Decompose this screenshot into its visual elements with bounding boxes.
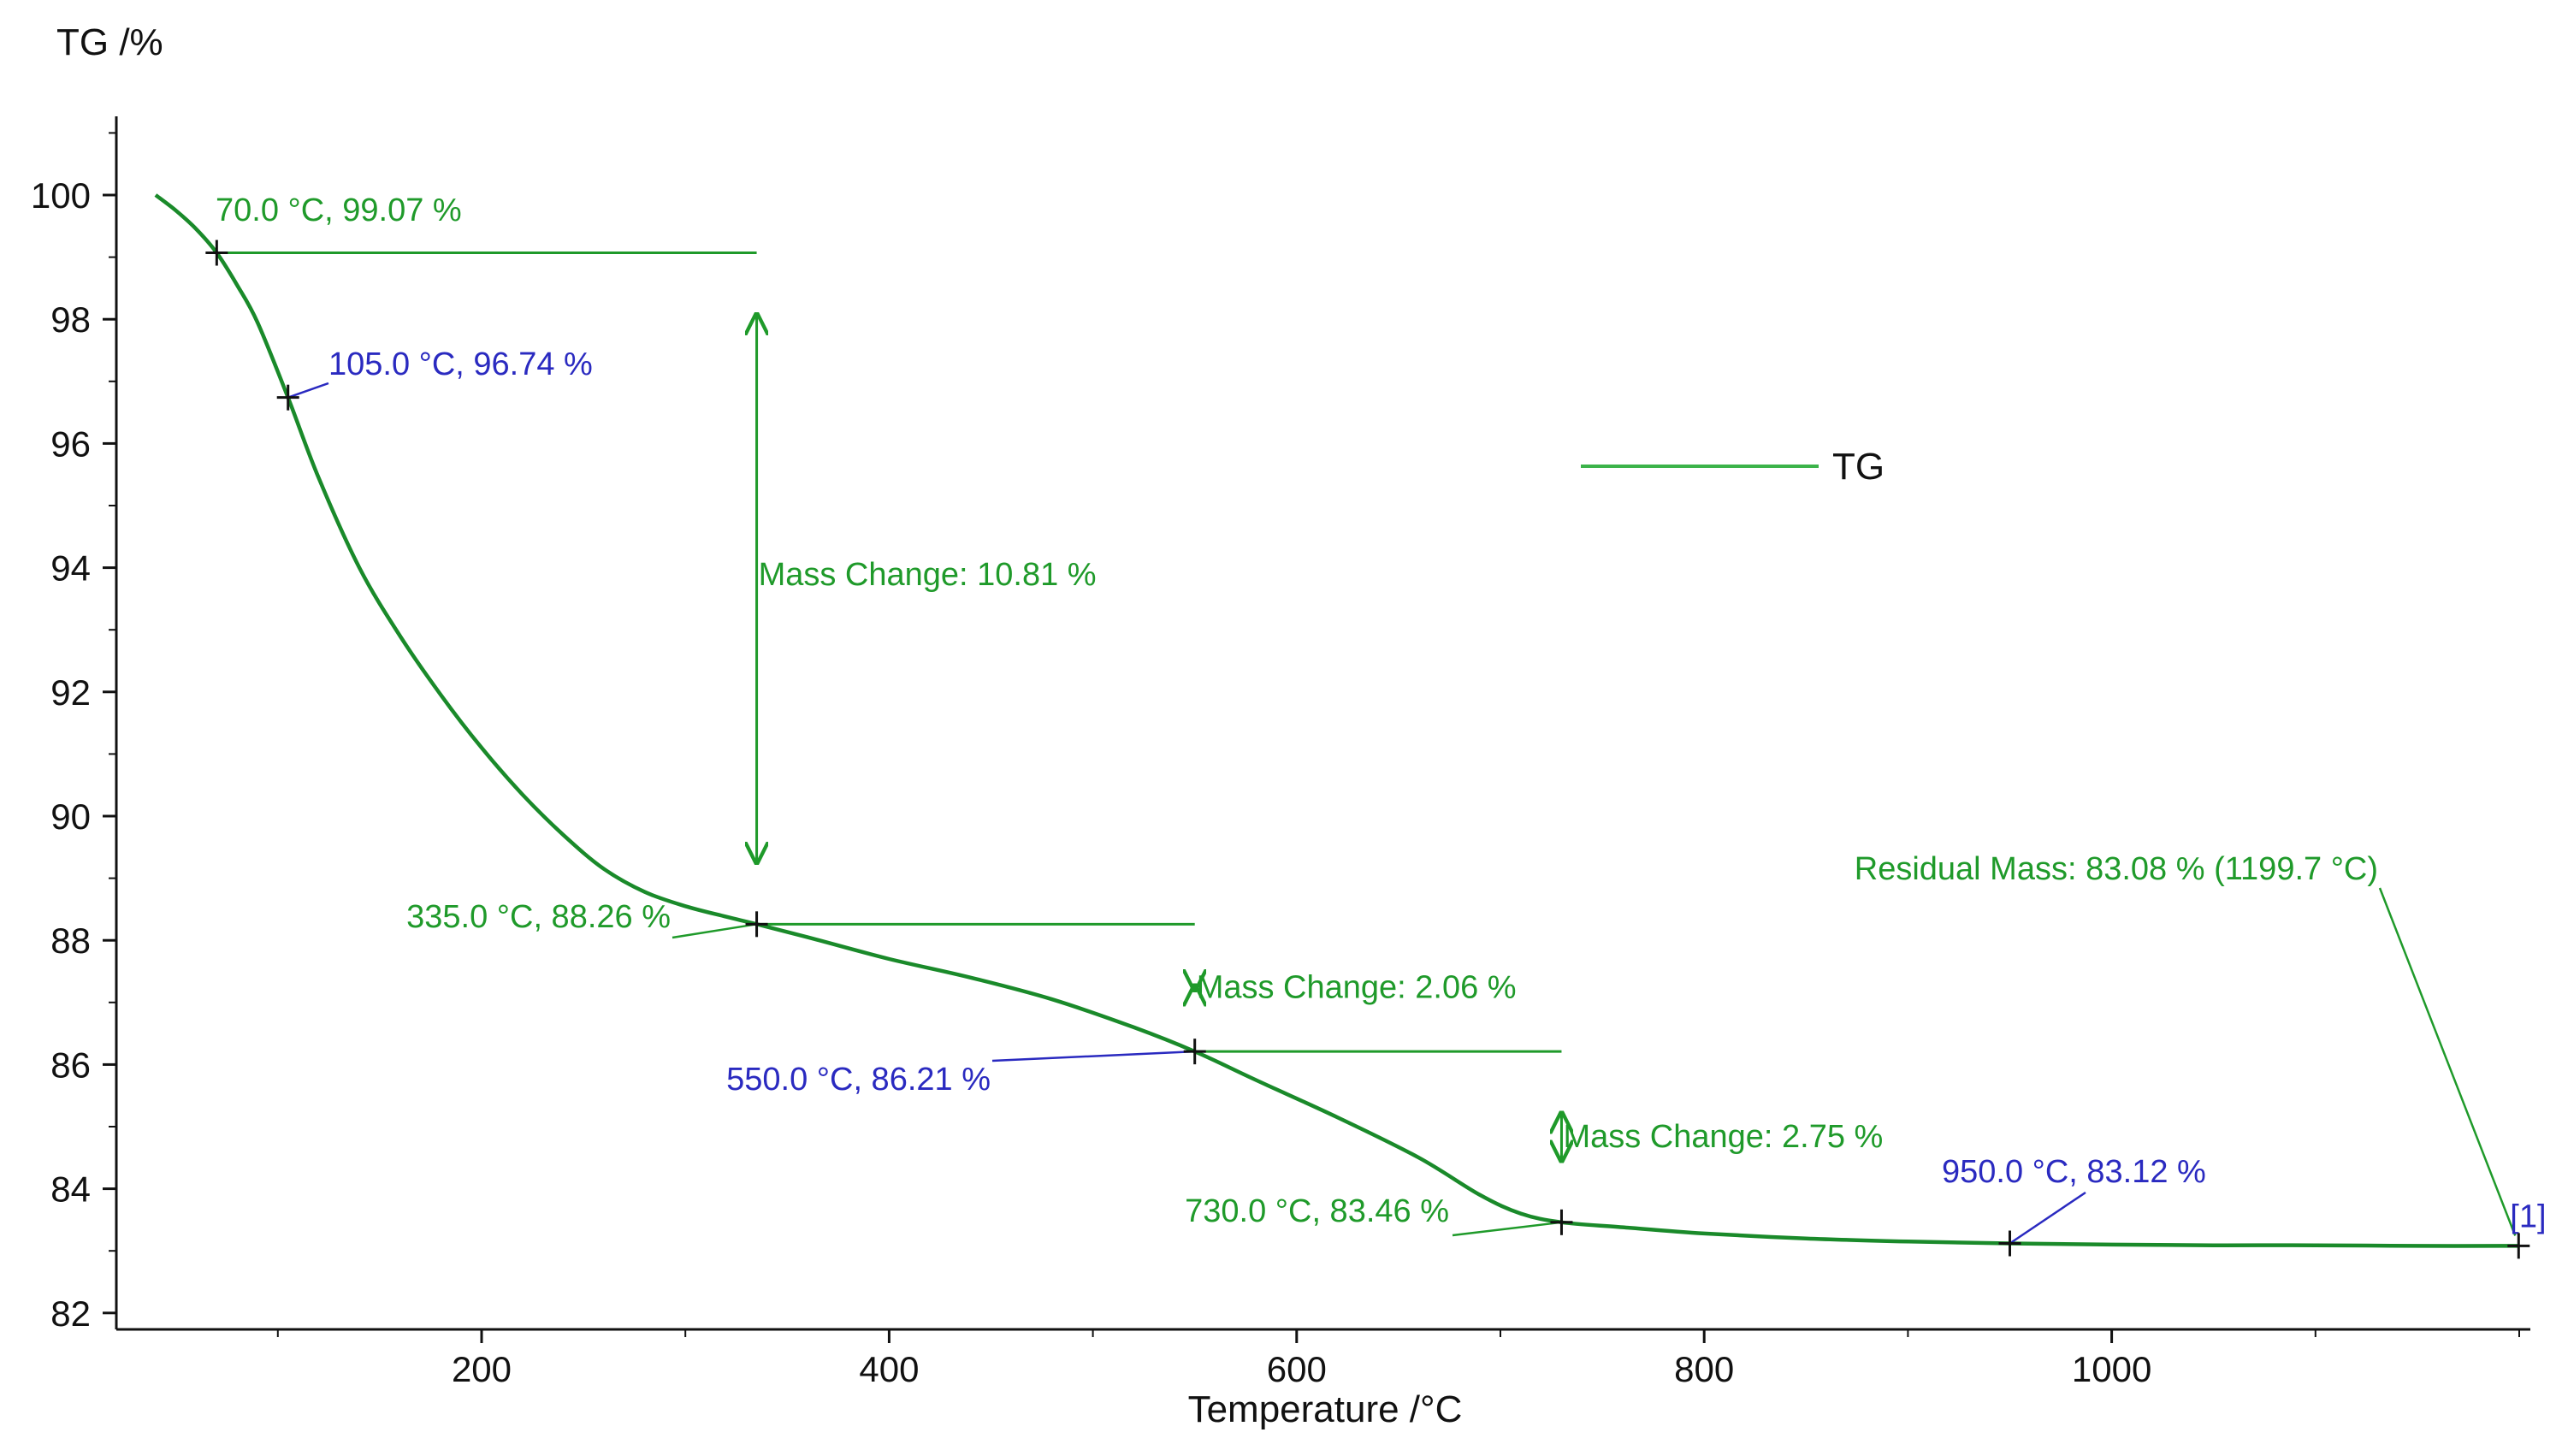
markers: 70.0 °C, 99.07 % 105.0 °C, 96.74 % 335.0 °…	[205, 192, 2530, 1259]
mass-change-label: Mass Change: 2.06 %	[1197, 970, 1517, 1006]
marker-label: 950.0 °C, 83.12 %	[1942, 1154, 2206, 1190]
residual-tag: [1]	[2510, 1199, 2546, 1234]
axes	[115, 116, 2530, 1331]
point-950: 950.0 °C, 83.12 %	[1942, 1154, 2206, 1257]
y-axis-title: TG /%	[56, 21, 163, 63]
point-335: 335.0 °C, 88.26 %	[406, 899, 768, 939]
marker-leader-line	[1452, 1221, 1562, 1237]
point-550: 550.0 °C, 86.21 %	[726, 1039, 1206, 1098]
y-tick-label: 96	[50, 423, 91, 464]
annotations: Mass Change: 10.81 % Mass Change: 2.06 % M…	[216, 252, 2547, 1236]
y-tick-label: 88	[50, 920, 91, 961]
marker-leader-line	[672, 923, 757, 939]
y-tick-label: 94	[50, 548, 91, 589]
mass-change-label: Mass Change: 2.75 %	[1563, 1119, 1883, 1155]
x-tick-label: 400	[859, 1349, 919, 1389]
marker-label: 105.0 °C, 96.74 %	[328, 346, 593, 382]
mass-change-label: Mass Change: 10.81 %	[759, 557, 1097, 593]
residual-mass-label: Residual Mass: 83.08 % (1199.7 °C)	[1855, 851, 2378, 887]
y-tick-label: 98	[50, 299, 91, 340]
point-residual	[2507, 1233, 2530, 1259]
y-tick-label: 84	[50, 1169, 91, 1210]
legend: TG	[1581, 446, 1885, 488]
mass-change-1: Mass Change: 10.81 %	[216, 252, 1097, 863]
marker-leader-line	[991, 1050, 1195, 1062]
residual-leader-line	[2378, 887, 2517, 1236]
marker-label: 730.0 °C, 83.46 %	[1185, 1193, 1449, 1229]
x-tick-label: 200	[452, 1349, 512, 1389]
y-tick-label: 86	[50, 1045, 91, 1085]
marker-label: 550.0 °C, 86.21 %	[726, 1062, 991, 1098]
tg-curve-layer	[154, 193, 2520, 1248]
point-70: 70.0 °C, 99.07 %	[205, 192, 462, 266]
x-tick-label: 600	[1267, 1349, 1327, 1389]
axis-ticks: 82 84 86 88 90 92 94 96 98 100 200 400 600 800 1000	[31, 132, 2520, 1389]
marker-label: 335.0 °C, 88.26 %	[406, 899, 671, 935]
x-tick-label: 1000	[2072, 1349, 2151, 1389]
x-tick-label: 800	[1674, 1349, 1734, 1389]
x-axis-title: Temperature /°C	[1188, 1388, 1463, 1430]
mass-change-3: Mass Change: 2.75 %	[1194, 1050, 1883, 1161]
marker-label: 70.0 °C, 99.07 %	[216, 192, 462, 228]
legend-label-tg: TG	[1832, 446, 1885, 488]
residual-mass: Residual Mass: 83.08 % (1199.7 °C) [1]	[1855, 851, 2547, 1236]
y-tick-label: 90	[50, 796, 91, 837]
marker-leader-line	[2009, 1191, 2086, 1245]
mass-change-2: Mass Change: 2.06 %	[756, 922, 1517, 1006]
y-tick-label: 92	[50, 672, 91, 713]
y-tick-label: 82	[50, 1293, 91, 1334]
point-730: 730.0 °C, 83.46 %	[1185, 1193, 1573, 1237]
tg-curve	[154, 193, 2520, 1248]
marker-leader-line	[287, 382, 329, 399]
y-tick-label: 100	[31, 175, 91, 216]
point-105: 105.0 °C, 96.74 %	[276, 346, 593, 411]
